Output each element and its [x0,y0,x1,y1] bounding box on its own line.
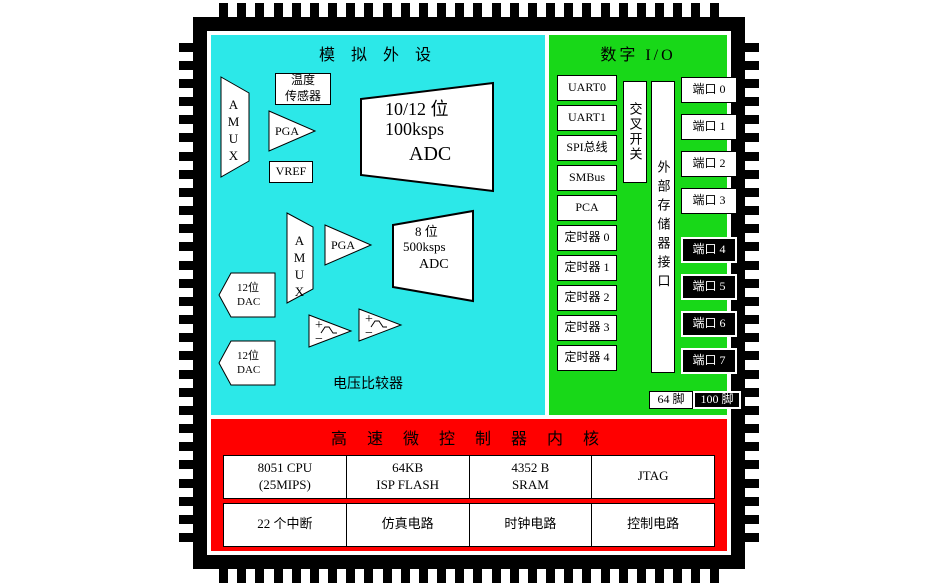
core-row2-cell-1: 仿真电路 [347,503,470,547]
port-white-1: 端口 1 [681,114,737,140]
pga2-label: PGA [331,238,355,252]
pin64-box: 64 脚 [649,391,693,409]
port-black-0: 端口 4 [681,237,737,263]
digital-item-8: 定时器 3 [557,315,617,341]
digital-item-7: 定时器 2 [557,285,617,311]
core-row1-cell-0: 8051 CPU(25MIPS) [223,455,347,499]
adc2-l3: ADC [419,257,449,273]
svg-text:−: − [315,332,323,347]
temp-sensor-label: 温度 传感器 [285,73,321,104]
adc1-l1: 10/12 位 [385,95,449,121]
ext-mem-if-box: 外部存储器接口 [651,81,675,373]
dac1-shape: 12位 DAC [219,273,275,317]
svg-text:−: − [365,326,373,341]
temp-sensor-box: 温度 传感器 [275,73,331,105]
pins-left [179,43,193,543]
svg-text:DAC: DAC [237,364,260,376]
cross-switch-box: 交叉开关 [623,81,647,183]
core-row2-cell-0: 22 个中断 [223,503,347,547]
pins-bottom [219,569,719,583]
pin100-box: 100 脚 [693,391,741,409]
adc1-l2: 100ksps [385,119,444,140]
port-white-0: 端口 0 [681,77,737,103]
digital-item-4: PCA [557,195,617,221]
digital-item-6: 定时器 1 [557,255,617,281]
dac2-shape: 12位 DAC [219,341,275,385]
chip-package: 模 拟 外 设 AMUX 温度 传感器 PGA VREF [189,13,749,573]
core-row-1: 8051 CPU(25MIPS)64KBISP FLASH4352 BSRAMJ… [223,455,715,499]
digital-item-1: UART1 [557,105,617,131]
cross-switch-label: 交叉开关 [626,102,645,162]
core-section: 高 速 微 控 制 器 内 核 8051 CPU(25MIPS)64KBISP … [211,419,727,551]
adc1-l3: ADC [409,143,451,166]
core-row-2: 22 个中断仿真电路时钟电路控制电路 [223,503,715,547]
port-black-3: 端口 7 [681,348,737,374]
ext-mem-if-label: 外部存储器接口 [654,160,673,293]
analog-section: 模 拟 外 设 AMUX 温度 传感器 PGA VREF [211,35,545,415]
digital-item-5: 定时器 0 [557,225,617,251]
vcomp2-shape: + − [359,303,405,347]
digital-item-9: 定时器 4 [557,345,617,371]
core-row1-cell-2: 4352 BSRAM [470,455,593,499]
port-white-3: 端口 3 [681,188,737,214]
vcomp-label: 电压比较器 [333,373,403,393]
adc2-l1: 8 位 [415,221,438,240]
pga1-label: PGA [275,124,299,138]
svg-text:12位: 12位 [237,280,259,294]
amux2-label: AMUX [291,233,307,301]
vcomp1-shape: + − [309,309,355,353]
port-black-1: 端口 5 [681,274,737,300]
vref-box: VREF [269,161,313,183]
port-black-2: 端口 6 [681,311,737,337]
digital-item-0: UART0 [557,75,617,101]
svg-text:+: + [315,318,323,333]
adc2-l2: 500ksps [403,239,446,255]
core-title: 高 速 微 控 制 器 内 核 [213,421,725,455]
svg-text:+: + [365,312,373,327]
digital-item-2: SPI总线 [557,135,617,161]
core-row2-cell-2: 时钟电路 [470,503,593,547]
chip-inner: 模 拟 外 设 AMUX 温度 传感器 PGA VREF [207,31,731,555]
core-row1-cell-3: JTAG [592,455,715,499]
core-row2-cell-3: 控制电路 [592,503,715,547]
digital-title: 数字 I/O [551,37,725,71]
analog-title: 模 拟 外 设 [213,37,543,71]
digital-section: 数字 I/O UART0 UART1 SPI总线 SMBus PCA 定时器 0 定时器 1… [549,35,727,415]
svg-text:DAC: DAC [237,296,260,308]
amux1-label: AMUX [225,97,241,165]
svg-text:12位: 12位 [237,348,259,362]
pins-top [219,3,719,17]
chip-body: 模 拟 外 设 AMUX 温度 传感器 PGA VREF [193,17,745,569]
port-white-2: 端口 2 [681,151,737,177]
pga2-shape: PGA [325,225,371,265]
pins-right [745,43,759,543]
pga1-shape: PGA [269,111,315,151]
core-row1-cell-1: 64KBISP FLASH [347,455,470,499]
digital-item-3: SMBus [557,165,617,191]
